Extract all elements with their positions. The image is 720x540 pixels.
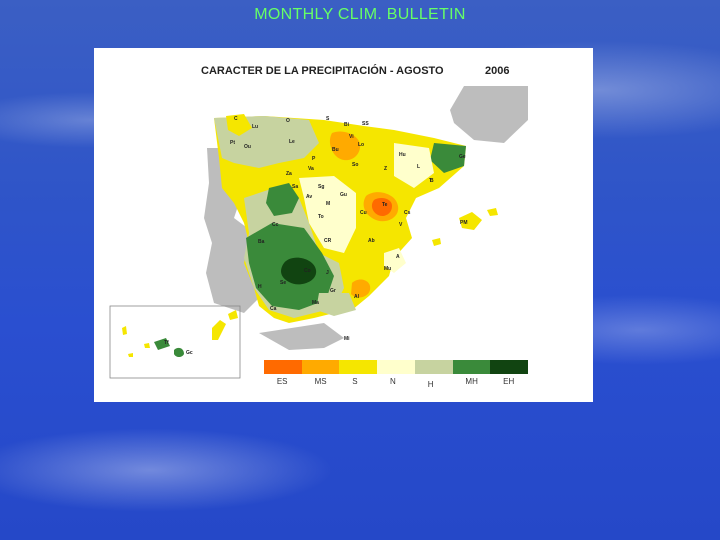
region-teruel-extremely-dry [371,198,392,216]
france-land [450,86,528,143]
station-label: A [396,254,400,260]
map-title: CARACTER DE LA PRECIPITACIÓN - AGOSTO [201,65,444,77]
station-label: Za [286,171,292,177]
legend-label-mh: MH [465,377,478,386]
station-label: Av [306,194,312,200]
station-labels: C Lu O S Bi SS Pt Ou Le Vi P Lo Bu Hu Ge… [164,116,468,356]
station-label: Sa [292,184,298,190]
canary-tenerife [154,338,170,350]
legend-label-n: N [390,377,396,386]
station-label: Gu [340,192,347,198]
legend-label-ms: MS [314,377,327,386]
station-label: To [318,214,324,220]
station-label: Se [280,280,286,286]
station-label: Ca [270,306,277,312]
africa-land [259,323,344,350]
station-label: Lo [358,142,364,148]
precipitation-map-panel: CARACTER DE LA PRECIPITACIÓN - AGOSTO 20… [94,48,593,402]
station-label: Te [382,202,388,208]
station-label: Gr [330,288,336,294]
legend-swatch-h [414,360,453,374]
region-galicia-dry [226,114,252,136]
legend-swatch-es [264,360,302,374]
map-year: 2006 [485,65,510,77]
region-centre-west-very-humid [266,183,299,216]
canary-fuerteventura [212,320,226,340]
station-label: T [429,178,432,184]
station-label: Gc [186,350,193,356]
station-label: Mi [344,336,350,342]
canary-gomera [144,343,150,348]
precipitation-legend: ES MS S N H MH EH [264,360,528,390]
canary-gran-canaria [174,347,184,357]
station-label: Le [289,139,295,145]
portugal-land [204,148,259,313]
station-label: Vi [349,134,354,140]
station-label: J [326,270,329,276]
station-label: Z [384,166,387,172]
canary-la-palma [122,326,127,335]
station-label: V [399,222,403,228]
region-centre-normal [299,176,356,253]
station-label: S [326,116,330,122]
station-label: PM [460,220,468,226]
station-label: Mu [384,266,391,272]
station-label: Cc [272,222,279,228]
mallorca-island [459,212,482,230]
station-label: Va [308,166,314,172]
legend-swatch-ms [301,360,340,374]
legend-label-es: ES [276,377,288,386]
menorca-island [487,208,498,216]
station-label: Ba [258,239,265,245]
legend-swatch-mh [452,360,491,374]
legend-swatch-n [377,360,415,374]
region-southeast-very-dry [351,279,371,298]
station-label: Ou [244,144,251,150]
legend-label-eh: EH [503,377,515,386]
station-label: B [430,178,434,184]
region-catalonia-humid [430,143,466,173]
station-label: O [286,118,290,124]
canary-inset-frame [109,305,241,379]
station-label: CR [324,238,332,244]
station-label: H [258,284,262,290]
canary-hierro [128,353,133,357]
station-label: Al [354,294,360,300]
legend-swatch-eh [490,360,528,374]
region-ebro-normal [394,143,434,188]
legend-label-h: H [427,380,434,389]
spain-precipitation-map: C Lu O S Bi SS Pt Ou Le Vi P Lo Bu Hu Ge… [109,86,528,379]
station-label: C [234,116,238,122]
station-label: Lu [252,124,258,130]
station-label: Tf [164,340,169,346]
region-north-very-dry [329,131,361,161]
station-label: Co [304,268,311,274]
station-label: Ge [459,154,466,160]
region-south-humid [316,293,356,316]
station-label: L [417,164,420,170]
region-murcia-normal [384,248,406,273]
region-extremely-humid-core [281,257,317,285]
station-label: Sg [318,184,324,190]
station-label: Cu [360,210,367,216]
station-label: M [326,201,330,207]
station-label: P [312,156,316,162]
station-label: SS [362,121,369,127]
legend-swatch-s [339,360,378,374]
slide-title: MONTHLY CLIM. BULLETIN [254,6,466,23]
station-label: Cs [404,210,411,216]
legend-label-s: S [352,377,358,386]
canary-lanzarote [228,310,238,320]
station-label: Bi [344,122,350,128]
station-label: So [352,162,358,168]
station-label: Ma [312,300,319,306]
station-label: Hu [399,152,406,158]
station-label: Ab [368,238,375,244]
station-label: Pt [230,140,235,146]
station-label: Bu [332,147,339,153]
ibiza-island [432,238,441,246]
